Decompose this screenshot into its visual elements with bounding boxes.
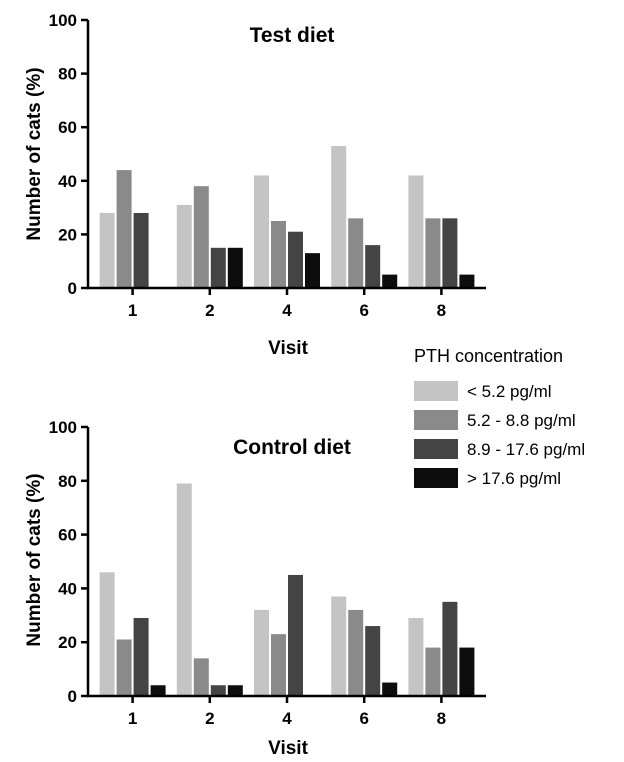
legend: PTH concentration < 5.2 pg/ml 5.2 - 8.8 p… [414,346,585,488]
test-diet-y-tick-label: 60 [58,118,77,137]
test-diet-bar [254,175,269,288]
control-diet-bar [442,601,458,696]
control-diet-title: Control diet [233,436,351,459]
test-diet-y-tick-label: 100 [49,11,77,30]
legend-swatch [414,381,458,401]
legend-label: < 5.2 pg/ml [467,382,552,401]
test-diet-y-tick-label: 80 [58,65,77,84]
control-diet-y-tick-label: 40 [58,579,77,598]
test-diet-y-tick-label: 40 [58,172,77,191]
test-diet-ticks: 0 20 40 60 80 100 1 2 4 6 8 [49,11,447,320]
legend-swatch [414,468,458,488]
legend-swatch [414,410,458,430]
test-diet-bar [365,245,381,288]
control-diet-bar [133,617,149,696]
control-diet-x-axis-title: Visit [268,738,308,759]
control-diet-bars [99,483,475,696]
control-diet-y-tick-label: 80 [58,472,77,491]
test-diet-y-tick-label: 20 [58,225,77,244]
legend-swatch [414,439,458,459]
control-diet-y-tick-label: 60 [58,526,77,545]
test-diet-bar [408,175,424,288]
control-diet-bar [99,572,115,696]
control-diet-bar [382,682,398,696]
legend-label: 5.2 - 8.8 pg/ml [467,411,576,430]
test-diet-y-tick-label: 0 [68,279,77,298]
control-diet-bar [150,685,166,696]
control-diet-ticks: 0 20 40 60 80 100 1 2 4 6 8 [49,418,447,728]
test-diet-bar [116,170,132,288]
control-diet-bar [193,658,209,696]
legend-items: < 5.2 pg/ml 5.2 - 8.8 pg/ml 8.9 - 17.6 pg/… [414,381,585,488]
control-diet-x-tick-label: 8 [437,709,446,728]
test-diet-bar [382,274,398,288]
legend-label: > 17.6 pg/ml [467,469,561,488]
test-diet-bars [99,145,475,288]
test-diet-title: Test diet [250,24,335,47]
test-diet-bar [227,247,243,288]
control-diet-x-tick-label: 1 [128,709,137,728]
test-diet-bar [99,212,115,288]
control-diet-bar [288,574,303,696]
test-diet-x-tick-label: 8 [437,301,446,320]
control-diet-y-tick-label: 20 [58,633,77,652]
control-diet-bar [348,609,364,696]
test-diet-x-tick-label: 6 [359,301,368,320]
control-diet-bar [176,483,192,696]
test-diet-bar [425,218,441,288]
control-diet-bar [331,596,347,696]
control-diet-bar [425,647,441,696]
control-diet-y-tick-label: 100 [49,418,77,437]
test-diet-bar [305,253,320,288]
test-diet-bar [210,247,226,288]
test-diet-bar [459,274,475,288]
legend-title: PTH concentration [414,346,563,366]
test-diet-x-tick-label: 2 [205,301,214,320]
test-diet-bar [442,218,458,288]
control-diet-bar [365,626,381,696]
test-diet-x-tick-label: 1 [128,301,137,320]
control-diet-bar [254,609,269,696]
control-diet-bar [459,647,475,696]
control-diet-x-tick-label: 4 [282,709,292,728]
test-diet-x-axis-title: Visit [268,338,308,359]
control-diet-bar [408,617,424,696]
control-diet-bar [227,685,243,696]
control-diet-axes [86,427,486,698]
test-diet-bar [331,145,347,288]
test-diet-bar [348,218,364,288]
control-diet-x-tick-label: 6 [359,709,368,728]
test-diet-bar [288,231,303,288]
legend-label: 8.9 - 17.6 pg/ml [467,440,585,459]
test-diet-y-axis-title: Number of cats (%) [24,67,45,240]
test-diet-bar [176,204,192,288]
control-diet-bar [116,639,132,696]
control-diet-chart: Control diet Number of cats (%) Visit 0 2… [24,418,486,759]
control-diet-y-tick-label: 0 [68,687,77,706]
test-diet-chart: Test diet Number of cats (%) Visit 0 20 40… [24,11,486,359]
test-diet-bar [133,212,149,288]
control-diet-bar [271,634,286,696]
test-diet-axes [86,20,486,290]
control-diet-bar [210,685,226,696]
control-diet-y-axis-title: Number of cats (%) [24,473,45,646]
control-diet-x-tick-label: 2 [205,709,214,728]
test-diet-x-tick-label: 4 [282,301,292,320]
test-diet-bar [271,221,286,288]
test-diet-bar [193,186,209,288]
